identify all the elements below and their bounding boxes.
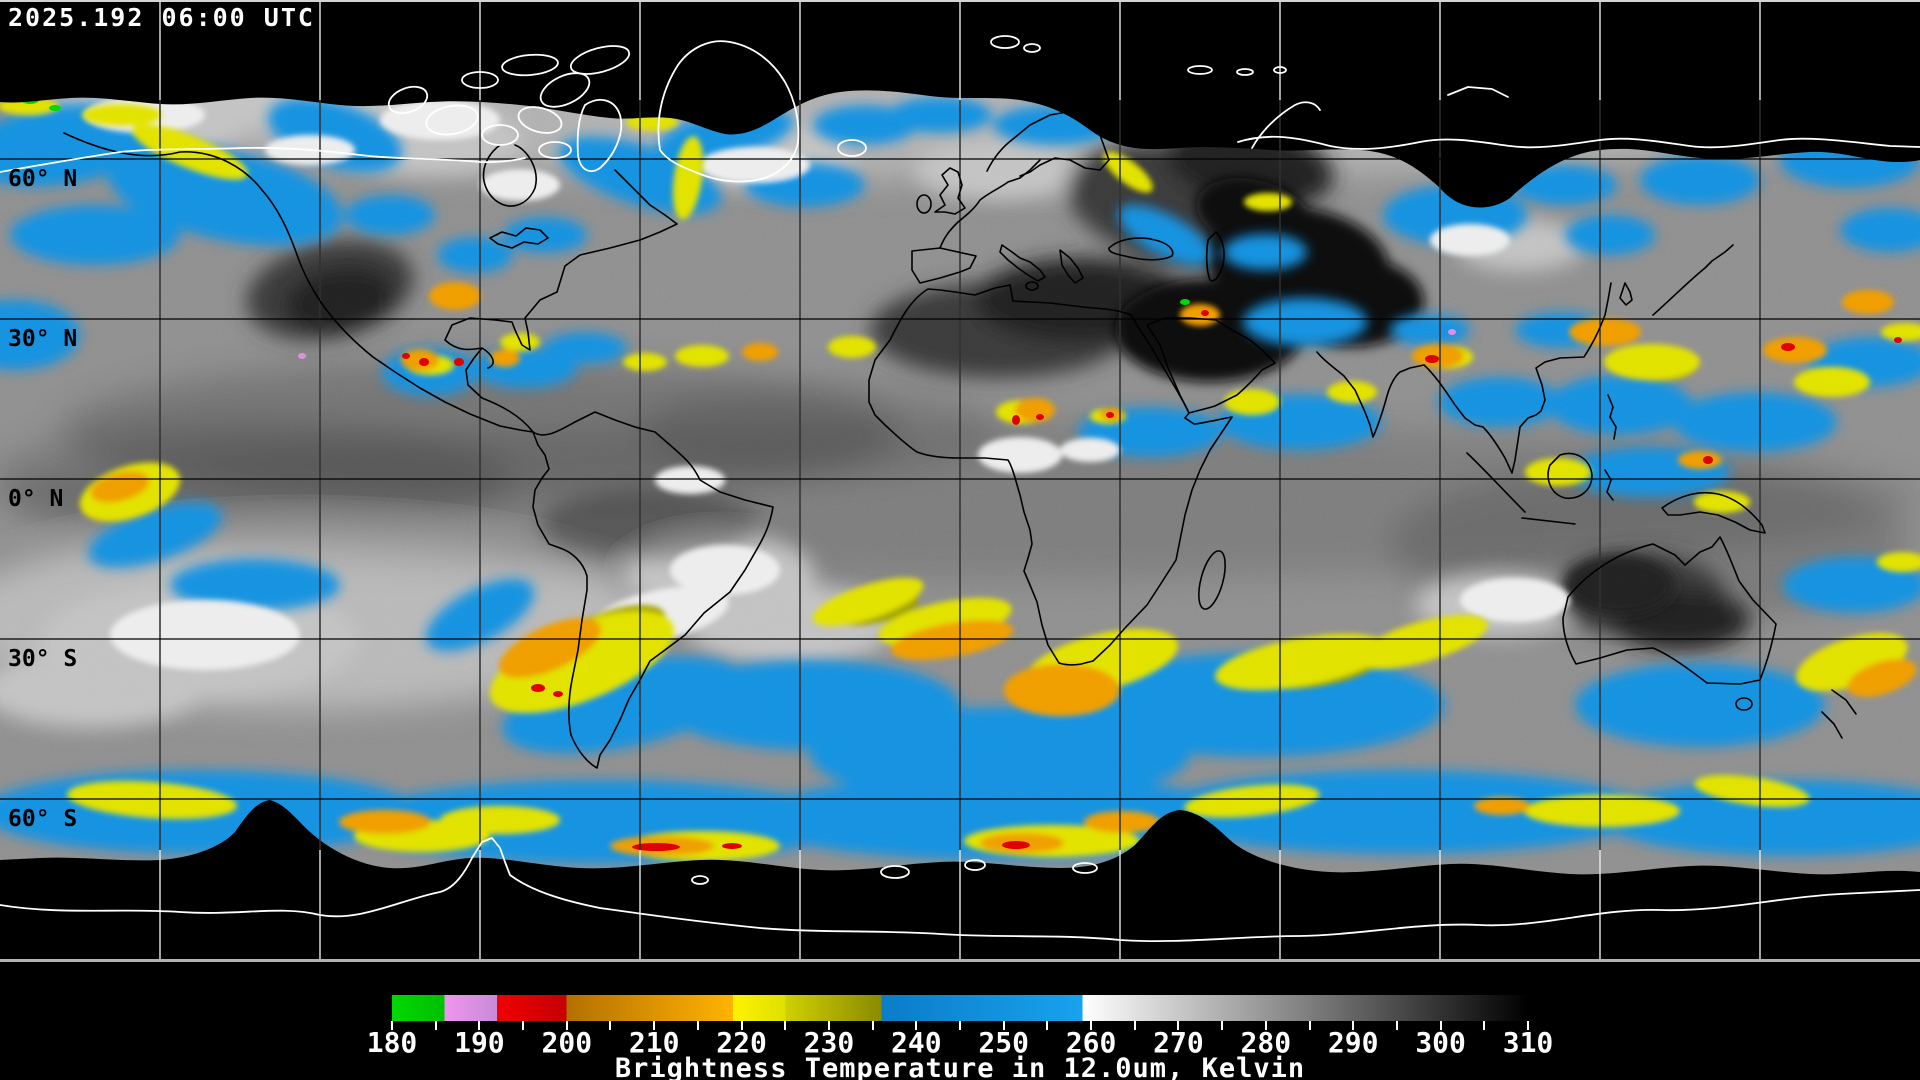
- colorbar-tick-label: 240: [891, 1026, 942, 1059]
- colorbar-tick-labels: 180 190 200 210 220 230 240 250 260 270 280 290 300 3…: [367, 1026, 1554, 1059]
- colorbar-tick: [653, 1021, 656, 1030]
- global-satellite-map: 60° N 30° N 0° N 30° S 60° S: [0, 0, 1920, 962]
- colorbar-tick-label: 210: [628, 1026, 680, 1059]
- polar-coastlines: [0, 35, 1920, 943]
- map-bottom-separator: [0, 959, 1920, 962]
- map-top-border: [0, 0, 1920, 2]
- colorbar-tick-label: 300: [1415, 1026, 1466, 1059]
- colorbar-tick: [1483, 1021, 1486, 1030]
- colorbar-tick: [391, 1021, 393, 1030]
- colorbar-tick: [434, 1021, 437, 1030]
- colorbar-tick: [696, 1021, 699, 1030]
- colorbar-caption: Brightness Temperature in 12.0um, Kelvin: [614, 1053, 1306, 1080]
- colorbar-tick: [1439, 1021, 1442, 1030]
- coastlines: [63, 111, 1857, 769]
- colorbar-tick-label: 190: [454, 1026, 505, 1059]
- colorbar-ticks: [391, 1021, 1529, 1031]
- colorbar-tick: [1046, 1021, 1049, 1030]
- colorbar-tick: [827, 1021, 830, 1030]
- colorbar-tick-label: 180: [366, 1026, 418, 1059]
- colorbar-tick: [478, 1021, 481, 1030]
- latitude-label: 30° N: [8, 326, 77, 352]
- colorbar-tick: [565, 1021, 568, 1030]
- latitude-label: 60° N: [8, 166, 77, 192]
- colorbar-tick-label: 310: [1502, 1026, 1554, 1059]
- colorbar-tick-label: 220: [716, 1026, 767, 1059]
- colorbar-tick: [959, 1021, 961, 1030]
- colorbar-tick-label: 280: [1240, 1026, 1292, 1059]
- colorbar-tick: [1221, 1021, 1224, 1030]
- colorbar-tick: [871, 1021, 874, 1030]
- timestamp: 2025.192 06:00 UTC: [8, 3, 315, 32]
- latitude-label: 30° S: [8, 646, 77, 672]
- colorbar-tick-label: 290: [1327, 1026, 1379, 1059]
- latitude-labels: 60° N 30° N 0° N 30° S 60° S: [8, 166, 77, 832]
- colorbar-tick: [915, 1021, 918, 1030]
- latitude-label: 0° N: [8, 486, 63, 512]
- colorbar-tick: [740, 1021, 743, 1030]
- colorbar-tick: [1177, 1021, 1180, 1030]
- colorbar: [392, 995, 1528, 1021]
- colorbar-tick: [1395, 1021, 1398, 1030]
- colorbar-tick-label: 270: [1153, 1026, 1204, 1059]
- colorbar-tick: [522, 1021, 525, 1030]
- colorbar-tick: [609, 1021, 612, 1030]
- colorbar-tick: [1527, 1021, 1529, 1030]
- graticule: [0, 0, 1920, 960]
- colorbar-tick: [1090, 1021, 1093, 1030]
- colorbar-tick-label: 250: [978, 1026, 1029, 1059]
- latitude-label: 60° S: [8, 806, 77, 832]
- colorbar-tick: [1352, 1021, 1355, 1030]
- colorbar-tick-label: 230: [803, 1026, 855, 1059]
- colorbar-tick-label: 260: [1065, 1026, 1117, 1059]
- colorbar-tick: [1133, 1021, 1136, 1030]
- colorbar-tick: [1002, 1021, 1005, 1030]
- colorbar-tick: [784, 1021, 787, 1030]
- colorbar-panel: 180 190 200 210 220 230 240 250 260 270 280 290 300 3…: [0, 962, 1920, 1080]
- colorbar-tick: [1264, 1021, 1267, 1030]
- colorbar-tick-label: 200: [541, 1026, 593, 1059]
- colorbar-tick: [1308, 1021, 1311, 1030]
